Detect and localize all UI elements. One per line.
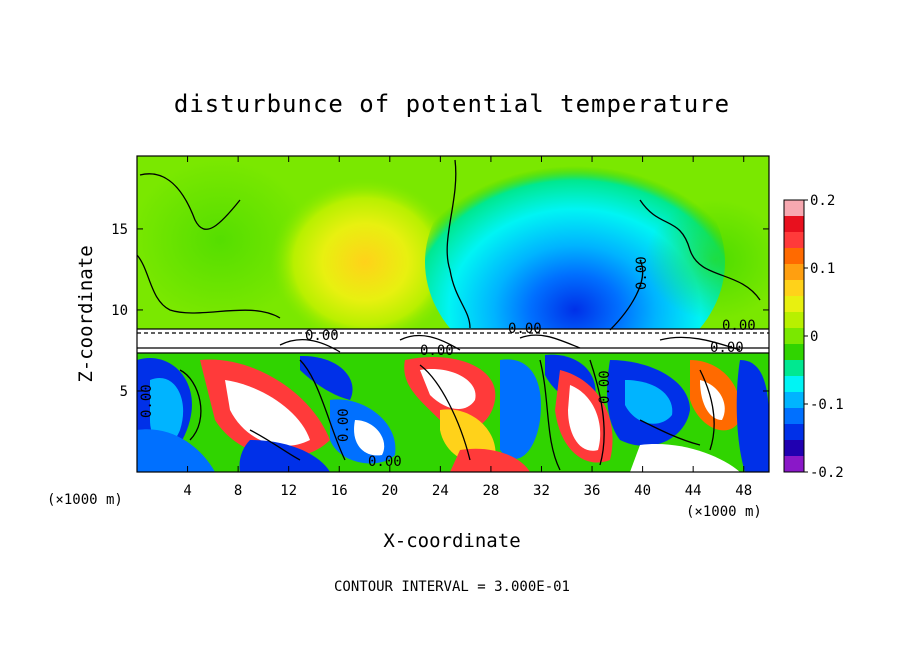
colorbar-swatch [784, 376, 804, 393]
colorbar-tick-label: -0.1 [810, 397, 844, 413]
colorbar-swatch [784, 440, 804, 457]
y-unit-label: (×1000 m) [47, 492, 123, 508]
y-axis: 5 10 15 [111, 222, 769, 400]
colorbar-tick-label: -0.2 [810, 465, 844, 481]
contour-label: 0.00 [420, 343, 454, 359]
x-unit-label: (×1000 m) [686, 504, 762, 520]
colorbar-swatch [784, 344, 804, 361]
green-zone-left [137, 160, 310, 320]
colorbar-swatch [784, 312, 804, 329]
turbulent-blobs [137, 354, 769, 472]
colorbar-tick-label: 0 [810, 329, 818, 345]
contour-label: 0.00 [368, 454, 402, 470]
contour-label: 0.00 [710, 340, 744, 356]
colorbar-swatch [784, 200, 804, 217]
contour-label: 0.00 [508, 321, 542, 337]
colorbar-swatch [784, 360, 804, 377]
contour-label: 0.00 [139, 384, 155, 418]
colorbar-swatch [784, 328, 804, 345]
x-tick-label: 12 [280, 483, 297, 499]
x-tick-label: 4 [183, 483, 191, 499]
colorbar [783, 199, 805, 473]
x-tick-label: 36 [584, 483, 601, 499]
colorbar-swatch [784, 456, 804, 473]
heatmap-field: 0.00 0.00 0.00 0.00 0.00 0.00 0.00 0.00 … [137, 156, 769, 472]
contour-label: 0.00 [305, 328, 339, 344]
y-tick-label: 15 [111, 222, 128, 238]
x-axis: 4 8 12 16 20 24 28 32 36 40 44 48 [183, 156, 752, 499]
y-axis-title: Z-coordinate [75, 245, 97, 382]
colorbar-swatch [784, 216, 804, 233]
green-zone-right [645, 200, 769, 320]
contour-lines [137, 159, 769, 471]
x-tick-label: 40 [634, 483, 651, 499]
colorbar-swatch [784, 232, 804, 249]
colorbar-tick-label: 0.1 [810, 261, 835, 277]
contour-label-group: 0.00 0.00 0.00 0.00 0.00 0.00 0.00 0.00 … [139, 256, 756, 470]
x-tick-label: 8 [234, 483, 242, 499]
colorbar-ticks: 0.2 0.1 0 -0.1 -0.2 [804, 193, 844, 481]
chart-title: disturbunce of potential temperature [174, 90, 730, 118]
x-tick-label: 44 [685, 483, 702, 499]
colorbar-swatch [784, 280, 804, 297]
colorbar-swatch [784, 296, 804, 313]
colorbar-swatch [784, 424, 804, 441]
colorbar-swatch [784, 408, 804, 425]
x-tick-label: 32 [533, 483, 550, 499]
x-tick-label: 16 [331, 483, 348, 499]
x-tick-label: 20 [381, 483, 398, 499]
colorbar-swatch [784, 392, 804, 409]
plot-frame [136, 155, 770, 473]
y-tick-label: 5 [120, 384, 128, 400]
x-tick-label: 24 [432, 483, 449, 499]
contour-label: 0.00 [336, 408, 352, 442]
warm-plume [270, 177, 460, 347]
contour-label: 0.00 [722, 318, 756, 334]
colorbar-swatch [784, 264, 804, 281]
y-tick-label: 10 [111, 303, 128, 319]
contour-label: 0.00 [597, 370, 613, 404]
x-axis-title: X-coordinate [383, 530, 520, 552]
contour-interval-note: CONTOUR INTERVAL = 3.000E-01 [334, 579, 570, 595]
x-tick-label: 48 [735, 483, 752, 499]
x-tick-label: 28 [482, 483, 499, 499]
contour-label: 0.00 [634, 256, 650, 290]
colorbar-tick-label: 0.2 [810, 193, 835, 209]
colorbar-swatch [784, 248, 804, 265]
